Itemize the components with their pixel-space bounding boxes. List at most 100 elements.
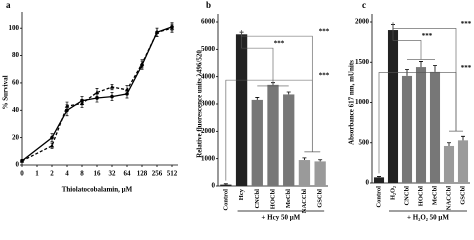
bar: [235, 34, 248, 186]
significance-label: ***: [461, 20, 472, 28]
bar: [457, 140, 469, 183]
error-bar: [223, 183, 228, 185]
x-tick-label: MeCbl: [431, 186, 438, 205]
significance-bracket: [225, 79, 321, 181]
panel-label: a: [6, 0, 11, 10]
x-tick-label: MeCbl: [285, 189, 292, 208]
x-tick-label: H₂O₂: [389, 186, 396, 200]
marker: [124, 87, 130, 92]
group-label: + Hcy 50 μM: [261, 214, 300, 222]
significance-bracket: [241, 30, 289, 87]
error-bar: [447, 142, 451, 146]
x-tick-label: 16: [94, 170, 102, 178]
marker: [110, 94, 114, 99]
y-tick-label: 3000: [201, 100, 216, 108]
y-tick-label: 60: [12, 79, 20, 87]
x-tick-label: 512: [167, 170, 178, 178]
bar: [283, 94, 295, 186]
panel-label: b: [206, 0, 211, 10]
x-tick-label: 1: [35, 170, 39, 178]
marker: [79, 101, 85, 106]
x-tick-label: NACCbl: [445, 186, 452, 210]
y-tick-label: 5000: [201, 45, 216, 53]
marker: [64, 103, 70, 108]
error-bar: [433, 65, 437, 72]
significance-label: ***: [319, 72, 330, 80]
group-label: + H₂O₂ 50 μM: [407, 214, 449, 222]
y-axis-label: Relative fluorescence units λ496/520: [196, 50, 204, 158]
marker: [169, 26, 175, 30]
x-tick-label: CNCbl: [403, 186, 410, 206]
y-tick-label: 4000: [201, 72, 216, 80]
error-bar: [286, 91, 291, 95]
x-tick-label: 4: [65, 170, 69, 178]
x-tick-label: 128: [137, 170, 148, 178]
x-tick-label: NACCbl: [301, 189, 308, 213]
x-tick-label: 64: [124, 170, 132, 178]
bar: [251, 99, 263, 186]
y-tick-label: 100: [9, 24, 20, 32]
significance-label: ***: [319, 28, 330, 36]
x-tick-label: Control: [222, 189, 229, 211]
y-tick-label: 0: [16, 161, 20, 169]
marker: [154, 30, 160, 34]
significance-label: ***: [461, 64, 472, 72]
error-bar: [419, 61, 423, 68]
x-tick-label: Control: [375, 186, 382, 208]
error-bar: [461, 135, 465, 141]
x-tick-label: 2: [50, 170, 54, 178]
series-line: [21, 27, 173, 162]
error-bar: [377, 176, 381, 178]
x-tick-label: HOCbl: [269, 189, 276, 209]
x-tick-label: GSCbl: [317, 189, 324, 208]
y-tick-label: 1000: [201, 154, 216, 162]
marker: [109, 84, 115, 89]
bar: [267, 84, 279, 186]
y-tick-label: 40: [12, 106, 20, 114]
marker: [95, 96, 99, 100]
y-axis-label: Absorbance 617 nm, mUnits: [348, 60, 356, 145]
x-axis-label: Thiolatocobalamin, μM: [62, 186, 133, 194]
y-tick-label: 500: [359, 138, 370, 146]
y-tick-label: 0: [212, 182, 216, 190]
x-tick-label: 256: [152, 170, 163, 178]
significance-bracket: [378, 72, 463, 174]
x-tick-label: 0: [20, 170, 24, 178]
error-bar: [302, 157, 307, 161]
error-bar: [318, 159, 323, 162]
bar: [373, 177, 385, 183]
y-tick-label: 1000: [355, 98, 370, 106]
bar: [314, 161, 326, 186]
bar: [220, 184, 232, 186]
x-tick-label: CNCbl: [254, 189, 261, 209]
bar: [415, 67, 427, 183]
bar: [443, 145, 455, 183]
significance-label: ***: [422, 32, 433, 40]
marker: [49, 143, 55, 148]
y-tick-label: 6000: [201, 18, 216, 26]
x-tick-label: Hcy: [238, 188, 245, 200]
y-tick-label: 2000: [355, 18, 370, 26]
marker: [94, 90, 100, 95]
x-tick-label: GSCbl: [459, 186, 466, 205]
bar: [298, 160, 311, 186]
bar: [401, 75, 413, 183]
y-tick-label: 80: [12, 51, 20, 59]
x-tick-label: 32: [109, 170, 117, 178]
error-bar: [255, 97, 260, 100]
y-tick-label: 20: [12, 133, 20, 141]
figure: 0 20 40 60 80 100 % Survival a 0 1 2 4 8 16 32 64 128 256…: [2, 0, 472, 222]
bar: [387, 30, 399, 183]
marker: [139, 61, 145, 66]
marker: [50, 135, 54, 140]
marker: [19, 158, 25, 163]
x-tick-label: 8: [80, 170, 84, 178]
bar: [429, 71, 441, 183]
panel-label: c: [362, 0, 366, 10]
y-tick-label: 0: [366, 179, 370, 187]
significance-label: ***: [274, 40, 285, 48]
y-axis-label: % Survival: [2, 75, 10, 109]
y-tick-label: 1500: [355, 58, 370, 66]
significance-bracket: [392, 22, 435, 60]
y-tick-label: 2000: [201, 127, 216, 135]
